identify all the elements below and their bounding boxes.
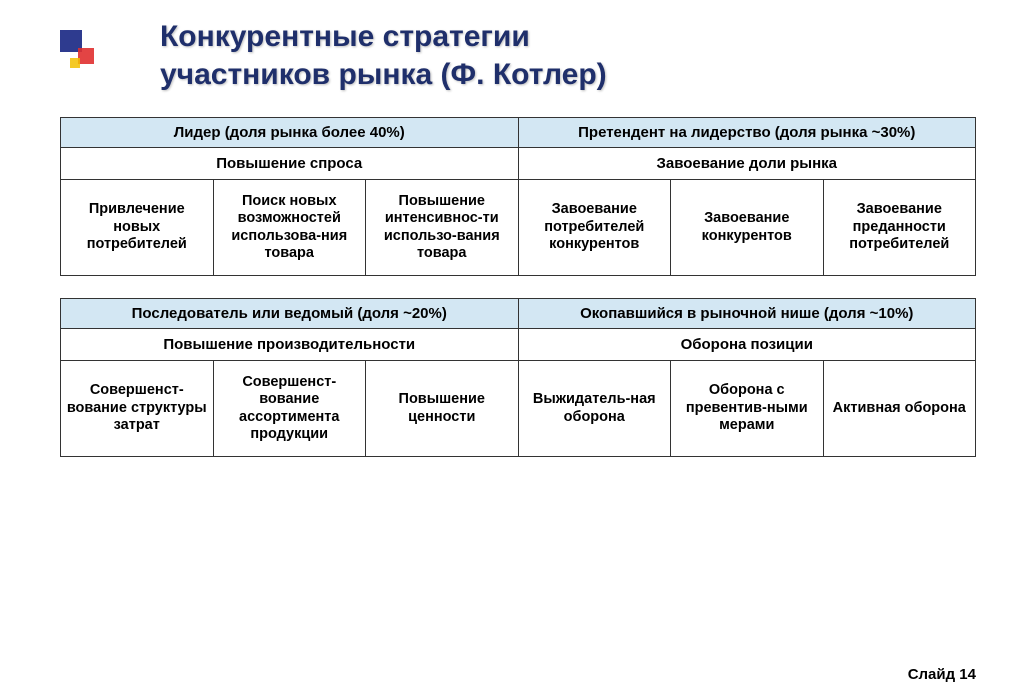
- title-line-1: Конкурентные стратегии: [160, 20, 530, 53]
- title-line-2: участников рынка (Ф. Котлер): [160, 58, 607, 91]
- top-header-right: Претендент на лидерство (доля рынка ~30%…: [518, 118, 976, 148]
- top-cell-2: Поиск новых возможностей использова-ния …: [213, 180, 366, 276]
- bot-cell-6: Активная оборона: [823, 361, 976, 457]
- top-cell-6: Завоевание преданности потребителей: [823, 180, 976, 276]
- bot-cell-5: Оборона с превентив-ными мерами: [671, 361, 824, 457]
- slide-title: Конкурентные стратегии участников рынка …: [160, 18, 976, 93]
- strategy-table-top: Лидер (доля рынка более 40%) Претендент …: [60, 117, 976, 276]
- title-decoration: [60, 30, 102, 72]
- bot-cell-3: Повышение ценности: [366, 361, 519, 457]
- bot-sub-left: Повышение производительности: [61, 329, 519, 361]
- top-cell-5: Завоевание конкурентов: [671, 180, 824, 276]
- slide-number: Слайд 14: [908, 666, 976, 683]
- bot-header-left: Последователь или ведомый (доля ~20%): [61, 299, 519, 329]
- bot-header-right: Окопавшийся в рыночной нише (доля ~10%): [518, 299, 976, 329]
- bot-cell-2: Совершенст-вование ассортимента продукци…: [213, 361, 366, 457]
- strategy-table-bottom: Последователь или ведомый (доля ~20%) Ок…: [60, 298, 976, 457]
- top-cell-4: Завоевание потребителей конкурентов: [518, 180, 671, 276]
- bot-sub-right: Оборона позиции: [518, 329, 976, 361]
- top-cell-1: Привлечение новых потребителей: [61, 180, 214, 276]
- top-header-left: Лидер (доля рынка более 40%): [61, 118, 519, 148]
- top-sub-right: Завоевание доли рынка: [518, 148, 976, 180]
- top-sub-left: Повышение спроса: [61, 148, 519, 180]
- bot-cell-4: Выжидатель-ная оборона: [518, 361, 671, 457]
- top-cell-3: Повышение интенсивнос-ти использо-вания …: [366, 180, 519, 276]
- bot-cell-1: Совершенст-вование структуры затрат: [61, 361, 214, 457]
